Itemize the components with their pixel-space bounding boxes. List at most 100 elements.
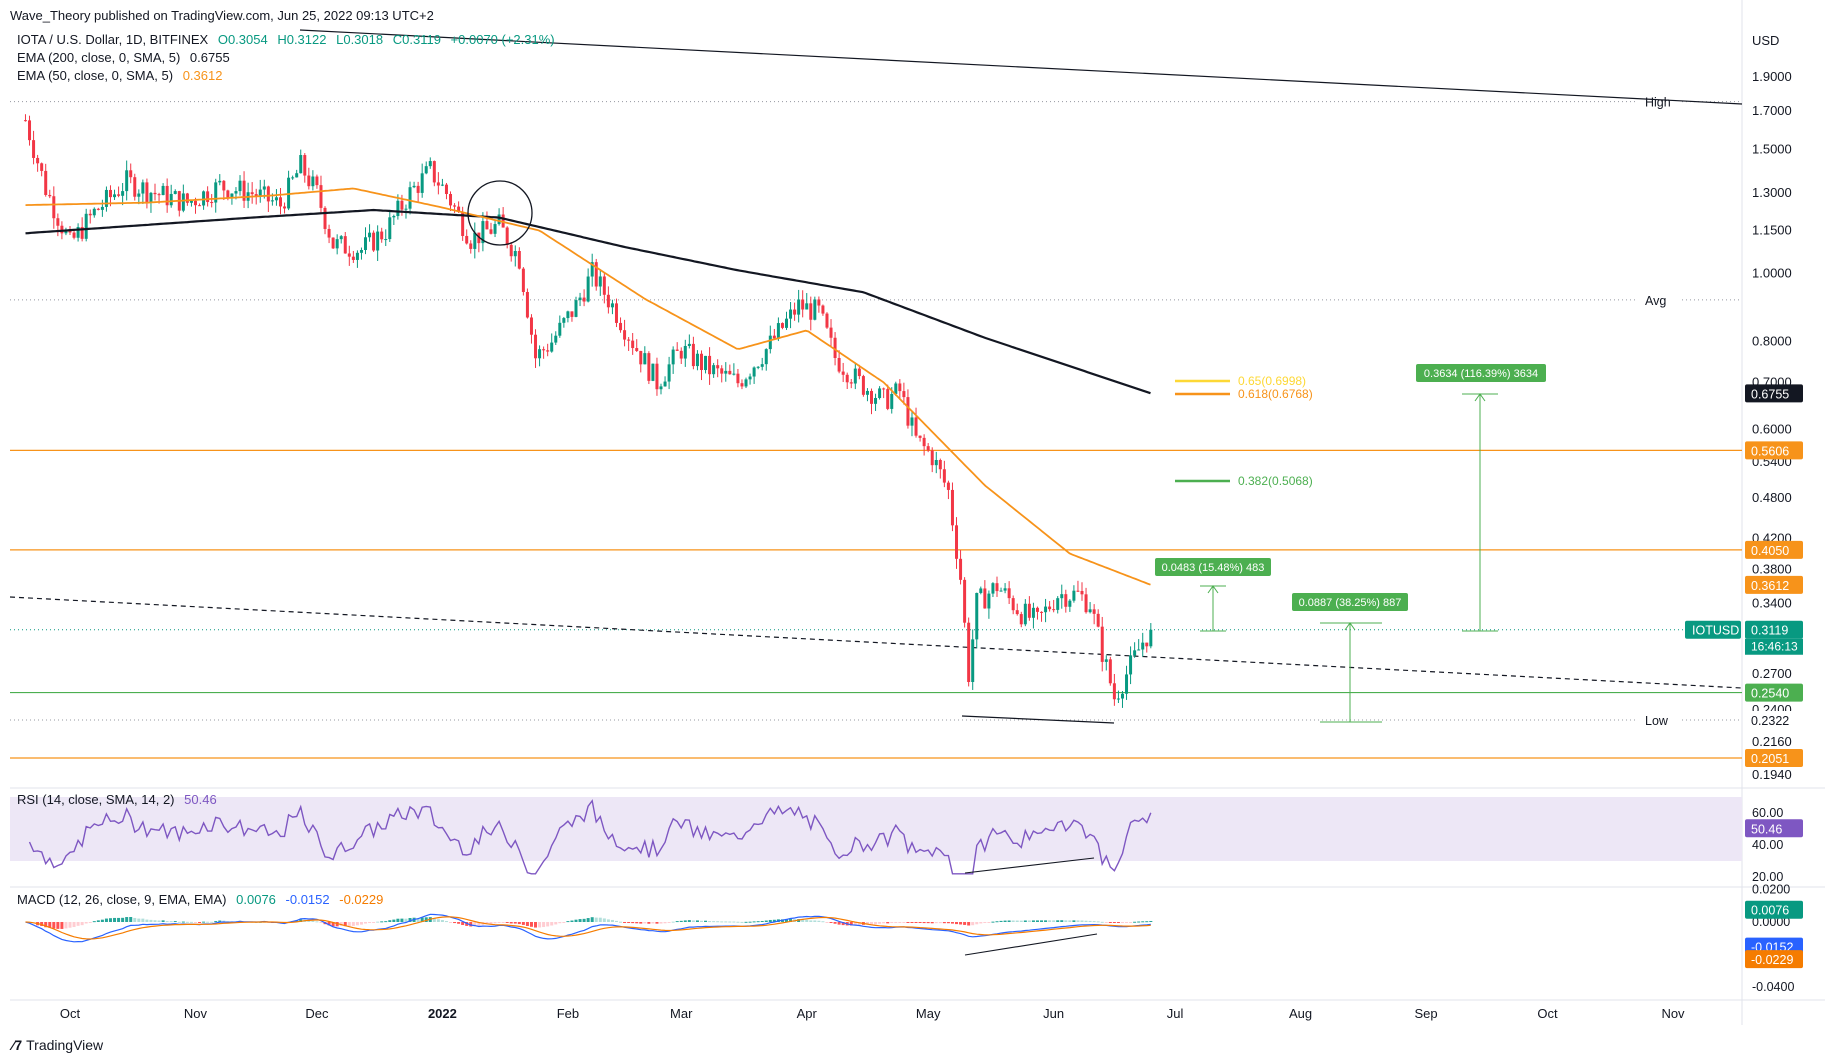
- time-tick-label: Nov: [1661, 1006, 1685, 1021]
- macd-histogram-bar: [639, 922, 643, 924]
- macd-histogram-bar: [809, 920, 813, 922]
- macd-histogram-bar: [121, 917, 125, 922]
- macd-histogram-bar: [910, 922, 914, 923]
- macd-histogram-bar: [995, 921, 999, 923]
- price-candle: [254, 194, 258, 197]
- rsi-tick-label: 60.00: [1752, 806, 1783, 820]
- tradingview-brand[interactable]: ⁄7 TradingView: [12, 1037, 103, 1053]
- macd-histogram-bar: [1088, 920, 1092, 922]
- measure-label-bg: [1155, 558, 1271, 576]
- cross-circle: [467, 180, 533, 246]
- ema200-legend[interactable]: EMA (200, close, 0, SMA, 5) 0.6755: [17, 50, 236, 65]
- price-candle: [817, 299, 821, 306]
- price-candle: [554, 335, 558, 343]
- price-candle: [716, 365, 720, 369]
- ohlc-low: L0.3018: [336, 32, 384, 47]
- price-tag-bg: [1745, 620, 1803, 639]
- price-candle: [772, 335, 776, 339]
- macd-histogram-bar: [724, 921, 728, 923]
- price-candle: [918, 435, 922, 438]
- price-candle: [898, 383, 902, 392]
- measure-label-bg: [1292, 593, 1408, 611]
- price-candle: [882, 388, 886, 390]
- price-candle: [189, 200, 193, 203]
- price-candle: [942, 469, 946, 483]
- macd-histogram-bar: [1060, 920, 1064, 922]
- price-candle: [736, 373, 740, 384]
- ema50-legend[interactable]: EMA (50, close, 0, SMA, 5) 0.3612: [17, 68, 228, 83]
- price-candle: [1120, 693, 1124, 699]
- price-candle: [821, 305, 825, 314]
- price-candle: [853, 368, 857, 384]
- macd-histogram-bar: [950, 922, 954, 924]
- macd-histogram-bar: [894, 922, 898, 923]
- price-candle: [1092, 609, 1096, 614]
- price-candle: [169, 193, 173, 206]
- price-candle: [1145, 642, 1149, 647]
- time-tick-label: Oct: [60, 1006, 81, 1021]
- price-candle: [744, 379, 748, 387]
- macd-histogram-bar: [501, 922, 505, 923]
- macd-histogram-bar: [614, 920, 618, 922]
- macd-histogram-bar: [214, 921, 218, 923]
- macd-line-value: -0.0152: [285, 892, 330, 907]
- price-candle: [857, 368, 861, 377]
- macd-histogram-bar: [513, 922, 517, 924]
- price-candle: [870, 390, 874, 404]
- price-candle: [1011, 598, 1015, 611]
- macd-histogram-bar: [376, 921, 380, 923]
- price-tag-bg: [1745, 711, 1803, 730]
- price-candle: [534, 334, 538, 359]
- price-candle: [1040, 611, 1044, 613]
- macd-histogram-bar: [623, 922, 627, 923]
- price-candle: [56, 218, 60, 226]
- price-candle: [732, 373, 736, 375]
- macd-legend[interactable]: MACD (12, 26, close, 9, EMA, EMA) 0.0076…: [17, 892, 389, 907]
- price-candle: [266, 186, 270, 202]
- price-candle: [161, 185, 165, 196]
- level-label: High: [1645, 96, 1671, 110]
- macd-histogram-bar: [327, 922, 331, 926]
- macd-histogram-bar: [1125, 922, 1129, 923]
- price-candle: [400, 200, 404, 210]
- macd-histogram-bar: [1003, 920, 1007, 922]
- macd-histogram-bar: [752, 921, 756, 923]
- price-candle: [776, 323, 780, 339]
- macd-histogram-bar: [359, 922, 363, 925]
- macd-histogram-bar: [173, 921, 177, 923]
- macd-histogram-bar: [671, 921, 675, 923]
- price-candle: [331, 237, 335, 249]
- brand-text: TradingView: [26, 1037, 104, 1053]
- price-candle: [704, 355, 708, 371]
- macd-histogram-bar: [1137, 921, 1141, 923]
- price-candle: [392, 216, 396, 218]
- rsi-line: [28, 799, 1152, 875]
- rsi-legend[interactable]: RSI (14, close, SMA, 14, 2) 50.46: [17, 792, 223, 807]
- price-candle: [590, 262, 594, 277]
- upper-trendline: [299, 29, 1743, 105]
- price-candle: [1096, 613, 1100, 627]
- macd-histogram-bar: [453, 922, 457, 924]
- macd-histogram-bar: [647, 922, 651, 924]
- macd-histogram-bar: [461, 922, 465, 926]
- price-candle: [934, 459, 938, 466]
- price-candle: [198, 205, 202, 207]
- price-axis-unit: USD: [1752, 33, 1779, 48]
- macd-histogram-bar: [538, 922, 542, 928]
- price-candle: [671, 349, 675, 365]
- macd-histogram-bar: [137, 918, 141, 922]
- price-candle: [372, 232, 376, 251]
- price-candle: [485, 221, 489, 230]
- price-candle: [513, 251, 517, 257]
- macd-histogram-bar: [578, 919, 582, 922]
- macd-histogram-bar: [149, 919, 153, 922]
- price-candle: [566, 311, 570, 319]
- macd-histogram-bar: [756, 921, 760, 923]
- price-tag: 0.4050: [1751, 544, 1789, 558]
- macd-histogram-bar: [651, 922, 655, 924]
- price-candle: [141, 182, 145, 194]
- price-candle: [1076, 590, 1080, 592]
- macd-tick-label: -0.0400: [1752, 980, 1794, 994]
- price-tick-label: 1.9000: [1752, 69, 1792, 84]
